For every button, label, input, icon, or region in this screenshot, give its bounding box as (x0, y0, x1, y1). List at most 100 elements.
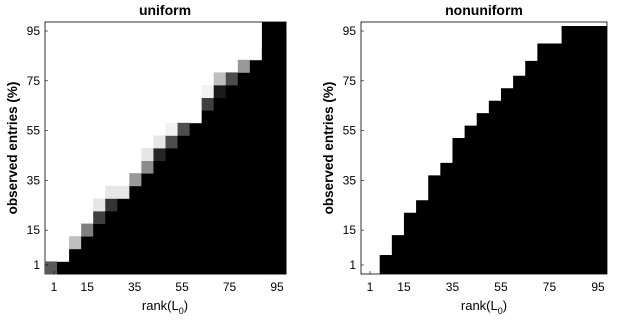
heatmap-cell (141, 198, 154, 212)
x-ticks-nonuniform: 1 15 35 55 75 95 (367, 271, 605, 294)
heatmap-cell (201, 185, 215, 199)
heatmap-cell (273, 261, 287, 275)
heatmap-cell (273, 110, 287, 124)
heatmap-cell (105, 211, 118, 224)
heatmap-cell (117, 198, 130, 212)
heatmap-cell (201, 198, 215, 212)
heatmap-cell (213, 185, 227, 199)
heatmap-cell (213, 261, 227, 275)
x-tick-label: 15 (81, 280, 95, 294)
heatmap-cell (189, 160, 203, 174)
heatmap-cell (129, 185, 142, 199)
heatmap-cell (129, 198, 142, 212)
y-tick-label: 35 (343, 173, 357, 187)
heatmap-cell (201, 160, 215, 174)
heatmap-cell (225, 173, 239, 187)
heatmap-cell (273, 223, 287, 237)
heatmap-cell (141, 223, 154, 237)
heatmap-cell (105, 198, 118, 212)
heatmap-cell (129, 261, 142, 275)
heatmap-cell (189, 148, 203, 161)
heatmap-cell (177, 122, 190, 136)
heatmap-cell (105, 248, 118, 262)
heatmap-cell (69, 261, 82, 275)
x-tick-label: 35 (128, 280, 142, 294)
heatmap-cell (237, 173, 251, 187)
heatmap-cell (213, 135, 227, 149)
heatmap-cell (189, 173, 203, 187)
heatmap-cell (153, 211, 166, 224)
heatmap-cell (165, 198, 178, 212)
x-axis-label-uniform: rank(L0) (142, 298, 188, 316)
heatmap-cell (189, 122, 203, 136)
heatmap-cell (249, 85, 263, 98)
heatmap-cell (273, 59, 287, 73)
heatmap-cell (129, 173, 142, 187)
heatmap-cell (141, 248, 154, 262)
heatmap-cell (165, 160, 178, 174)
heatmap-cell (261, 236, 275, 250)
heatmap-cell (93, 223, 106, 237)
heatmap-cell (165, 148, 178, 161)
heatmap-cell (237, 135, 251, 149)
heatmap-cell (249, 211, 263, 224)
y-tick-label: 75 (343, 74, 357, 88)
heatmap-cell (141, 211, 154, 224)
y-axis-label-nonuniform: observed entries (%) (321, 82, 336, 215)
heatmap-cell (201, 261, 215, 275)
heatmap-cell (141, 160, 154, 174)
heatmap-cell (249, 59, 263, 73)
heatmap-cell (105, 236, 118, 250)
y-tick-label: 95 (27, 24, 41, 38)
heatmap-cell (201, 248, 215, 262)
heatmap-cell (129, 248, 142, 262)
heatmap-cell (261, 110, 275, 124)
heatmap-cell (153, 248, 166, 262)
heatmap-cell (237, 59, 251, 73)
heatmap-cell (153, 261, 166, 275)
heatmap-cell (261, 148, 275, 161)
heatmap-cell (249, 185, 263, 199)
heatmap-cell (201, 211, 215, 224)
heatmap-cell (261, 22, 275, 35)
heatmap-cell (225, 135, 239, 149)
heatmap-cell (213, 160, 227, 174)
heatmap-cell (273, 185, 287, 199)
heatmap-cell (225, 198, 239, 212)
heatmap-cell (249, 248, 263, 262)
heatmap-cell (249, 198, 263, 212)
heatmap-cell (261, 261, 275, 275)
heatmap-cell (189, 135, 203, 149)
heatmap-cell (177, 236, 190, 250)
heatmap-cell (261, 97, 275, 111)
heatmap-cell (213, 248, 227, 262)
heatmap-cell (213, 97, 227, 111)
heatmap-cell (237, 122, 251, 136)
heatmap-cell (225, 236, 239, 250)
heatmap-cell (165, 248, 178, 262)
heatmap-cell (153, 185, 166, 199)
heatmap-cell (237, 97, 251, 111)
heatmap-cell (189, 236, 203, 250)
x-axis-label-nonuniform: rank(L0) (461, 298, 507, 316)
y-tick-label: 55 (27, 124, 41, 138)
heatmap-cell (249, 122, 263, 136)
x-tick-label: 75 (543, 280, 557, 294)
heatmap-cell (273, 148, 287, 161)
heatmap-cell (261, 85, 275, 98)
heatmap-cell (237, 236, 251, 250)
heatmap-cell (45, 261, 58, 275)
heatmap-cell (261, 173, 275, 187)
heatmap-cell (237, 223, 251, 237)
heatmap-cell (213, 122, 227, 136)
heatmap-cell (225, 261, 239, 275)
heatmap-cell (177, 160, 190, 174)
heatmap-cell (201, 148, 215, 161)
heatmap-cell (177, 185, 190, 199)
heatmap-cell (129, 211, 142, 224)
heatmap-cell (153, 223, 166, 237)
heatmap-cell (261, 211, 275, 224)
heatmap-cell (141, 236, 154, 250)
heatmap-cell (261, 47, 275, 61)
heatmap-cell (225, 248, 239, 262)
